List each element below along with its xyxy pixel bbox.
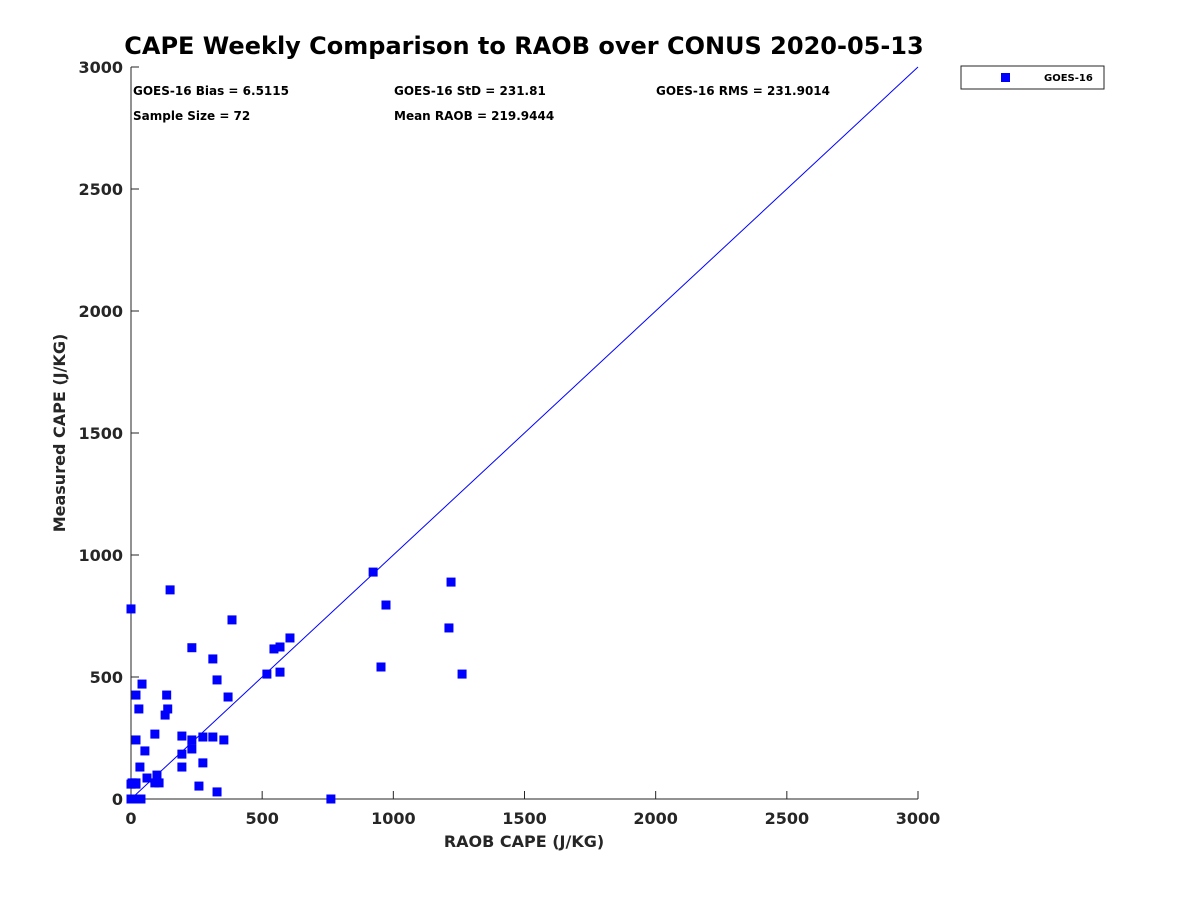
data-point — [269, 644, 279, 654]
data-point — [162, 690, 172, 700]
one-to-one-line — [130, 66, 919, 800]
data-point — [160, 710, 170, 720]
x-tick-label: 2500 — [765, 809, 810, 828]
stat-rms: GOES-16 RMS = 231.9014 — [656, 84, 830, 98]
x-tick-label: 3000 — [896, 809, 941, 828]
data-point — [140, 746, 150, 756]
data-point — [446, 577, 456, 587]
data-point — [154, 778, 164, 788]
legend-box — [960, 65, 1105, 90]
data-point — [326, 794, 336, 804]
data-point — [163, 704, 173, 714]
chart-title: CAPE Weekly Comparison to RAOB over CONU… — [124, 32, 923, 60]
data-point — [219, 735, 229, 745]
data-point — [262, 669, 272, 679]
data-point — [457, 669, 467, 679]
data-point — [131, 778, 141, 788]
data-point — [376, 662, 386, 672]
data-point — [152, 770, 162, 780]
data-point — [142, 773, 152, 783]
y-tick-label: 2500 — [78, 180, 123, 199]
stat-std: GOES-16 StD = 231.81 — [394, 84, 546, 98]
legend-marker — [1001, 73, 1010, 82]
y-tick-label: 3000 — [78, 58, 123, 77]
data-point — [198, 758, 208, 768]
data-point — [177, 731, 187, 741]
data-point — [444, 623, 454, 633]
y-tick-label: 2000 — [78, 302, 123, 321]
data-point — [131, 794, 141, 804]
data-point — [187, 643, 197, 653]
data-point — [187, 744, 197, 754]
data-point — [227, 615, 237, 625]
data-point — [150, 729, 160, 739]
stat-bias: GOES-16 Bias = 6.5115 — [133, 84, 289, 98]
y-tick-label: 1500 — [78, 424, 123, 443]
data-point — [135, 762, 145, 772]
legend-label: GOES-16 — [1044, 73, 1093, 84]
data-point — [165, 585, 175, 595]
data-point — [223, 692, 233, 702]
data-point — [131, 690, 141, 700]
data-point — [134, 704, 144, 714]
data-point — [275, 642, 285, 652]
axes: 0 500 1000 1500 2000 2500 3000 0 500 1000 1500 2000… — [78, 58, 940, 828]
data-point — [194, 781, 204, 791]
data-point — [198, 732, 208, 742]
x-axis-label: RAOB CAPE (J/KG) — [444, 832, 604, 851]
x-tick-label: 0 — [125, 809, 136, 828]
y-axis-label: Measured CAPE (J/KG) — [50, 334, 69, 533]
data-point — [208, 732, 218, 742]
data-point — [177, 762, 187, 772]
data-point — [285, 633, 295, 643]
data-point — [381, 600, 391, 610]
data-point — [208, 654, 218, 664]
data-point — [212, 787, 222, 797]
data-point — [126, 794, 136, 804]
y-tick-label: 0 — [112, 790, 123, 809]
data-points — [126, 567, 467, 804]
x-tick-label: 500 — [245, 809, 278, 828]
stat-sample-size: Sample Size = 72 — [133, 109, 250, 123]
data-point — [275, 667, 285, 677]
data-point — [136, 794, 146, 804]
legend: GOES-16 — [960, 65, 1105, 90]
data-point — [212, 675, 222, 685]
x-tick-label: 2000 — [633, 809, 678, 828]
stat-mean-raob: Mean RAOB = 219.9444 — [394, 109, 554, 123]
data-point — [131, 735, 141, 745]
x-tick-label: 1500 — [502, 809, 547, 828]
x-tick-label: 1000 — [371, 809, 416, 828]
data-point — [126, 604, 136, 614]
data-point — [137, 679, 147, 689]
y-tick-label: 500 — [90, 668, 123, 687]
y-tick-label: 1000 — [78, 546, 123, 565]
data-point — [187, 735, 197, 745]
data-point — [368, 567, 378, 577]
data-point — [177, 749, 187, 759]
